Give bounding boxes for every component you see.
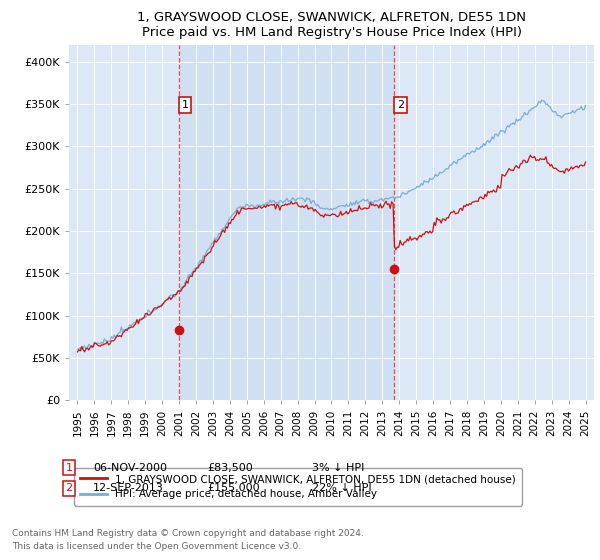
Text: Contains HM Land Registry data © Crown copyright and database right 2024.: Contains HM Land Registry data © Crown c… [12, 529, 364, 538]
Bar [179, 45, 394, 400]
Text: 3% ↓ HPI: 3% ↓ HPI [312, 463, 364, 473]
Text: £83,500: £83,500 [207, 463, 253, 473]
Legend: 1, GRAYSWOOD CLOSE, SWANWICK, ALFRETON, DE55 1DN (detached house), HPI: Average : 1, GRAYSWOOD CLOSE, SWANWICK, ALFRETON, … [74, 468, 522, 506]
Text: 22% ↓ HPI: 22% ↓ HPI [312, 483, 371, 493]
Text: 2: 2 [65, 483, 73, 493]
Text: 12-SEP-2013: 12-SEP-2013 [93, 483, 164, 493]
Text: This data is licensed under the Open Government Licence v3.0.: This data is licensed under the Open Gov… [12, 542, 301, 550]
Text: 2: 2 [397, 100, 404, 110]
Title: 1, GRAYSWOOD CLOSE, SWANWICK, ALFRETON, DE55 1DN
Price paid vs. HM Land Registry: 1, GRAYSWOOD CLOSE, SWANWICK, ALFRETON, … [137, 11, 526, 39]
Text: 06-NOV-2000: 06-NOV-2000 [93, 463, 167, 473]
Text: 1: 1 [65, 463, 73, 473]
Text: 1: 1 [182, 100, 188, 110]
Text: £155,000: £155,000 [207, 483, 260, 493]
